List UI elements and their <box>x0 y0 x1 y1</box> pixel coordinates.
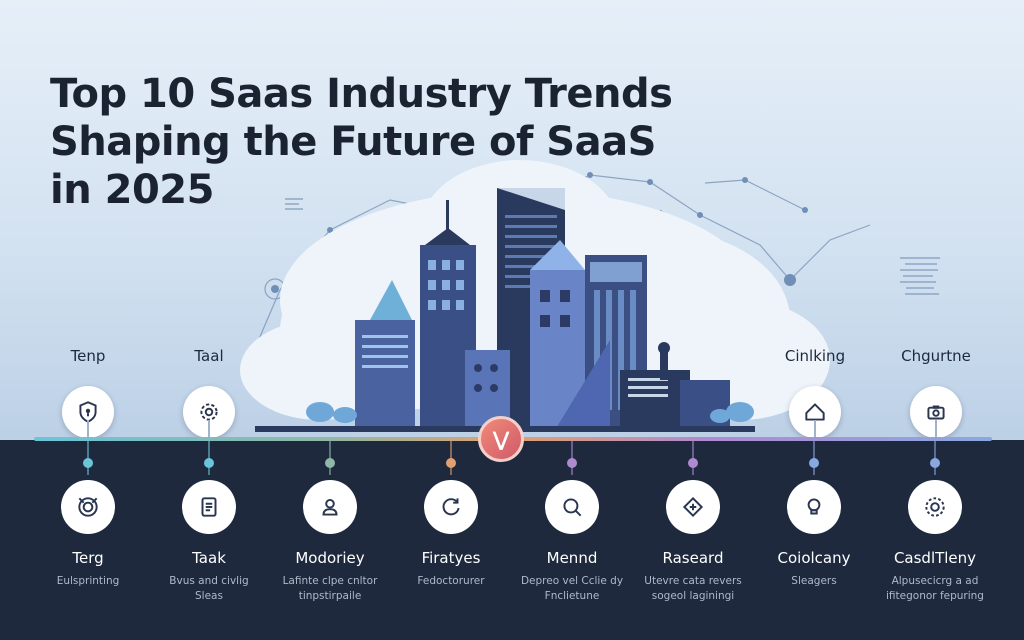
bottom-item-circle <box>424 480 478 534</box>
bottom-item-name: Coiolcany <box>777 549 851 567</box>
check-icon: ⋁ <box>492 427 510 451</box>
bottom-item-circle <box>908 480 962 534</box>
bottom-item-circle <box>666 480 720 534</box>
user-icon <box>322 498 338 516</box>
bottom-item-name: Mennd <box>546 549 598 567</box>
bottom-item-desc: Fedoctorurer <box>417 575 485 587</box>
top-stem <box>814 420 816 437</box>
bottom-item-casdltleny: CasdlTleny Alpusecicrg a ad ifitegonor f… <box>873 480 997 604</box>
search-icon <box>563 498 582 517</box>
timeline-dot <box>204 458 214 468</box>
refresh-icon <box>442 498 460 516</box>
bottom-item-desc: Eulsprinting <box>56 575 120 587</box>
timeline-dot <box>446 458 456 468</box>
camera-icon <box>927 405 945 420</box>
title-line-2: Shaping the Future of SaaS <box>50 119 656 165</box>
bulb-icon <box>807 498 821 515</box>
document-icon <box>201 497 217 517</box>
top-stem <box>87 420 89 437</box>
target-icon <box>78 497 98 517</box>
timeline-dot <box>567 458 577 468</box>
top-item-label: Cinlking <box>784 347 846 365</box>
home-icon <box>805 403 825 421</box>
top-item-cinlking: Cinlking <box>755 346 875 438</box>
title-line-3: in 2025 <box>50 167 214 213</box>
center-badge: ⋁ <box>478 416 524 462</box>
bottom-item-name: Taak <box>192 549 226 567</box>
bottom-item-circle <box>182 480 236 534</box>
top-item-circle <box>789 386 841 438</box>
bottom-item-desc: Alpusecicrg a ad ifitegonor fepuring <box>886 575 984 602</box>
bottom-item-circle <box>787 480 841 534</box>
bottom-item-desc: Depreo vel Cclie dy Fnclietune <box>520 575 624 602</box>
bottom-item-name: CasdlTleny <box>893 549 977 567</box>
bottom-item-name: Terg <box>72 549 104 567</box>
timeline-dot <box>325 458 335 468</box>
bottom-item-modoriey: Modoriey Lafinte clpe cnltor tinpstirpai… <box>268 480 392 604</box>
bottom-item-desc: Lafinte clpe cnltor tinpstirpaile <box>282 575 378 602</box>
bottom-item-coiolcany: Coiolcany Sleagers <box>752 480 876 589</box>
timeline-dot <box>809 458 819 468</box>
bottom-item-name: Modoriey <box>295 549 365 567</box>
bottom-item-circle <box>61 480 115 534</box>
bottom-item-firatyes: Firatyes Fedoctorurer <box>389 480 513 589</box>
bottom-panel <box>0 440 1024 640</box>
settings-icon <box>925 497 945 517</box>
bottom-item-taak: Taak Bvus and civlig Sleas <box>147 480 271 604</box>
bottom-item-name: Raseard <box>662 549 724 567</box>
bottom-item-desc: Bvus and civlig Sleas <box>169 575 249 602</box>
top-stem <box>935 420 937 437</box>
timeline-dot <box>930 458 940 468</box>
top-item-label: Chgurtne <box>901 347 971 365</box>
bottom-item-name: Firatyes <box>421 549 481 567</box>
bottom-item-circle <box>303 480 357 534</box>
title-line-1: Top 10 Saas Industry Trends <box>50 71 673 117</box>
bottom-item-desc: Sleagers <box>791 575 837 587</box>
bottom-item-desc: Utevre cata revers sogeol laginingi <box>644 575 742 602</box>
gear-icon <box>200 403 218 421</box>
bottom-item-mennd: Mennd Depreo vel Cclie dy Fnclietune <box>510 480 634 604</box>
bottom-item-terg: Terg Eulsprinting <box>26 480 150 589</box>
top-stem <box>208 420 210 437</box>
diamond-icon <box>682 496 704 518</box>
page-title: Top 10 Saas Industry Trends Shaping the … <box>50 70 673 214</box>
timeline-dot <box>688 458 698 468</box>
bottom-item-circle <box>545 480 599 534</box>
top-item-label: Tenp <box>70 347 106 365</box>
timeline-dot <box>83 458 93 468</box>
top-item-label: Taal <box>194 347 224 365</box>
bottom-item-raseard: Raseard Utevre cata revers sogeol lagini… <box>631 480 755 604</box>
